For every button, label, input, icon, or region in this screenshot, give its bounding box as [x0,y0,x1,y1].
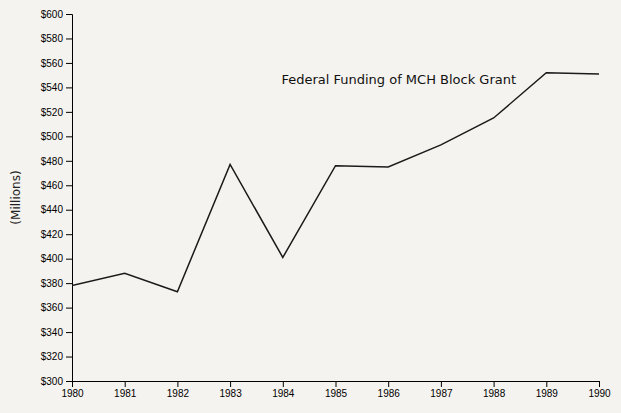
y-tick-mark [66,357,72,358]
y-tick-mark [66,112,72,113]
x-tick-label: 1983 [219,388,242,399]
y-tick-label: $300 [41,376,64,387]
x-tick-label: 1982 [167,388,190,399]
x-tick-label: 1987 [430,388,453,399]
y-tick-label: $360 [41,302,64,313]
x-axis: 1980 1981 1982 1983 1984 1985 1986 1987 1988 1989… [61,381,611,399]
chart: 1980 1981 1982 1983 1984 1985 1986 1987 1988 1989… [0,0,621,413]
y-tick-label: $480 [41,156,64,167]
y-tick-mark [66,283,72,284]
x-tick: 1989 [536,381,559,399]
y-tick: $540 [41,82,72,93]
y-tick: $320 [41,351,72,362]
y-tick-label: $340 [41,327,64,338]
y-tick-mark [66,185,72,186]
y-tick-mark [66,87,72,88]
y-tick: $420 [41,229,72,240]
y-axis-title: (Millions) [9,170,23,224]
x-tick: 1983 [219,381,242,399]
y-tick-label: $500 [41,131,64,142]
x-tick-mark [546,381,547,387]
y-axis: $300 $320 $340 $360 $380 $400 $420 $440 $460 $480… [41,9,73,387]
x-tick-label: 1986 [378,388,401,399]
y-tick-label: $600 [41,9,64,20]
y-tick: $340 [41,327,72,338]
y-tick: $440 [41,204,72,215]
x-tick-mark [336,381,337,387]
x-tick: 1980 [61,381,84,399]
x-tick-label: 1984 [272,388,295,399]
x-tick-label: 1990 [588,388,611,399]
y-tick-mark [66,259,72,260]
y-tick: $460 [41,180,72,191]
y-tick: $520 [41,107,72,118]
x-tick-label: 1980 [61,388,84,399]
x-tick: 1986 [378,381,401,399]
x-tick-mark [283,381,284,387]
y-tick-mark [66,63,72,64]
y-tick: $560 [41,58,72,69]
plot: 1980 1981 1982 1983 1984 1985 1986 1987 1988 1989… [41,9,611,399]
y-tick-label: $400 [41,253,64,264]
y-tick-label: $420 [41,229,64,240]
x-tick-mark [599,381,600,387]
y-tick: $600 [41,9,72,20]
y-tick-label: $320 [41,351,64,362]
x-tick: 1981 [114,381,137,399]
x-tick-label: 1985 [325,388,348,399]
y-tick: $380 [41,278,72,289]
y-tick: $400 [41,253,72,264]
x-tick: 1984 [272,381,295,399]
y-tick-label: $460 [41,180,64,191]
y-tick-mark [66,210,72,211]
x-tick-label: 1988 [483,388,506,399]
y-tick-label: $440 [41,204,64,215]
x-tick-mark [230,381,231,387]
y-tick-mark [66,14,72,15]
y-tick-mark [66,161,72,162]
marks [72,73,599,292]
y-tick-mark [66,308,72,309]
y-tick-label: $540 [41,82,64,93]
line [72,73,599,292]
x-tick: 1982 [167,381,190,399]
x-tick-mark [441,381,442,387]
x-tick: 1988 [483,381,506,399]
x-tick-mark [177,381,178,387]
y-tick-label: $520 [41,107,64,118]
x-tick-label: 1989 [536,388,559,399]
title: Federal Funding of MCH Block Grant [281,72,516,87]
y-tick: $300 [41,376,72,387]
y-tick-label: $560 [41,58,64,69]
y-tick-mark [66,381,72,382]
y-tick-label: $580 [41,33,64,44]
x-tick-mark [125,381,126,387]
x-axis-line [73,382,600,388]
y-tick-mark [66,38,72,39]
x-tick-label: 1981 [114,388,137,399]
x-tick: 1990 [588,381,611,399]
y-axis-line [66,15,73,382]
x-tick-mark [494,381,495,387]
x-tick: 1985 [325,381,348,399]
y-tick-label: $380 [41,278,64,289]
y-tick: $580 [41,33,72,44]
y-tick-mark [66,332,72,333]
y-tick-mark [66,136,72,137]
x-tick: 1987 [430,381,453,399]
y-tick: $360 [41,302,72,313]
y-tick-mark [66,234,72,235]
y-tick: $480 [41,156,72,167]
x-tick-mark [388,381,389,387]
y-tick: $500 [41,131,72,142]
